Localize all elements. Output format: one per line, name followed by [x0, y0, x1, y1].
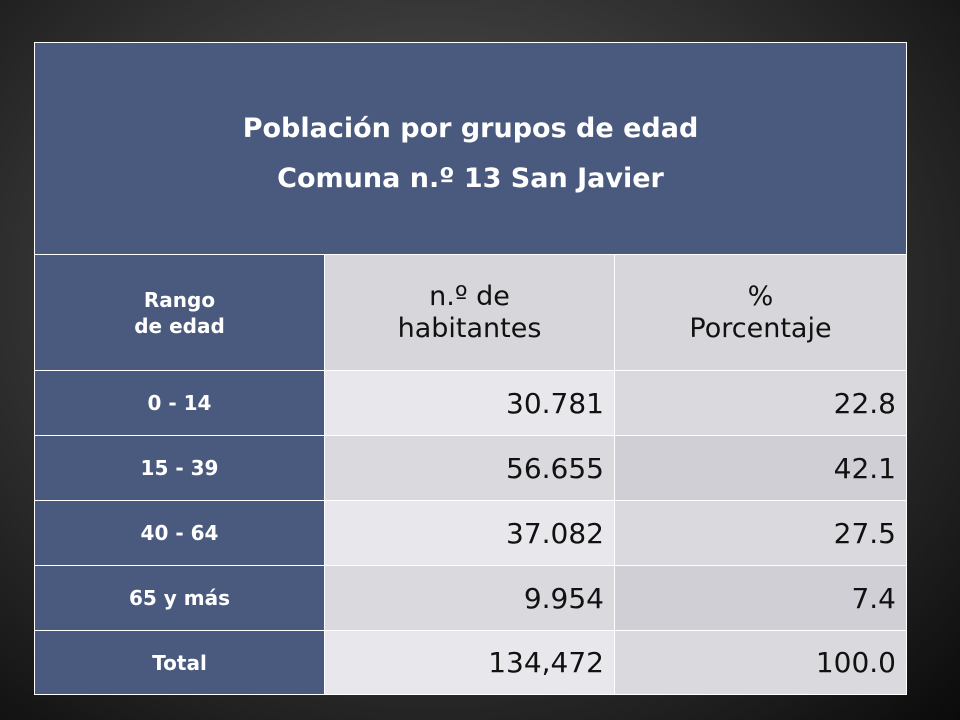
- row-porcentaje: 42.1: [614, 435, 907, 501]
- row-rango: Total: [34, 630, 325, 695]
- row-rango: 65 y más: [34, 565, 325, 631]
- row-habitantes: 134,472: [324, 630, 615, 695]
- header-rango-line2: de edad: [134, 313, 225, 338]
- header-rango: Rango de edad: [34, 254, 325, 371]
- table-row: 65 y más 9.954 7.4: [34, 565, 907, 631]
- row-habitantes: 56.655: [324, 435, 615, 501]
- table-title: Población por grupos de edad: [242, 112, 699, 144]
- row-porcentaje: 22.8: [614, 370, 907, 436]
- row-rango: 40 - 64: [34, 500, 325, 566]
- population-table: Población por grupos de edad Comuna n.º …: [34, 42, 907, 695]
- row-habitantes: 30.781: [324, 370, 615, 436]
- header-rango-line1: Rango: [143, 287, 216, 312]
- header-row: Rango de edad n.º de habitantes % Porcen…: [34, 254, 907, 371]
- table-subtitle: Comuna n.º 13 San Javier: [277, 162, 664, 194]
- row-habitantes: 37.082: [324, 500, 615, 566]
- header-habitantes-line1: n.º de: [429, 280, 510, 312]
- table-title-cell: Población por grupos de edad Comuna n.º …: [34, 42, 907, 255]
- table-row: 0 - 14 30.781 22.8: [34, 370, 907, 436]
- header-habitantes: n.º de habitantes: [324, 254, 615, 371]
- title-row: Población por grupos de edad Comuna n.º …: [34, 42, 907, 255]
- row-porcentaje: 7.4: [614, 565, 907, 631]
- row-porcentaje: 100.0: [614, 630, 907, 695]
- header-habitantes-line2: habitantes: [397, 312, 542, 344]
- table-row: 40 - 64 37.082 27.5: [34, 500, 907, 566]
- row-rango: 0 - 14: [34, 370, 325, 436]
- table-row-total: Total 134,472 100.0: [34, 630, 907, 695]
- header-porcentaje: % Porcentaje: [614, 254, 907, 371]
- row-porcentaje: 27.5: [614, 500, 907, 566]
- table-row: 15 - 39 56.655 42.1: [34, 435, 907, 501]
- header-porcentaje-line2: Porcentaje: [689, 312, 832, 344]
- row-habitantes: 9.954: [324, 565, 615, 631]
- header-porcentaje-line1: %: [747, 280, 774, 312]
- row-rango: 15 - 39: [34, 435, 325, 501]
